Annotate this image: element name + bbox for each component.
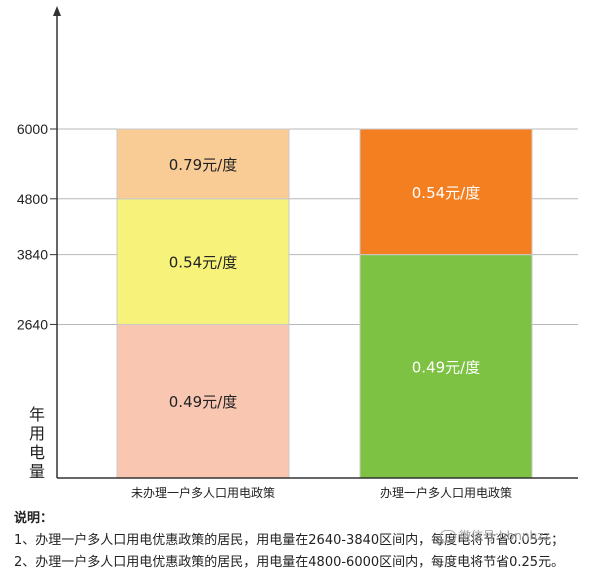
axes <box>53 6 578 479</box>
notes-section: 说明： 1、办理一户多人口用电优惠政策的居民，用电量在2640-3840区间内，… <box>14 508 610 574</box>
segment-price-label: 0.79元/度 <box>169 156 237 174</box>
y-tick-label: 2640 <box>17 316 48 332</box>
segment-price-label: 0.49元/度 <box>169 393 237 411</box>
segment-price-label: 0.49元/度 <box>412 358 480 376</box>
x-category-labels: 未办理一户多人口用电政策 办理一户多人口用电政策 <box>131 485 512 500</box>
y-tick-labels: 2640 3840 4800 6000 <box>17 121 57 332</box>
y-axis-label-char: 电 <box>29 443 45 462</box>
bar-segment <box>116 198 290 325</box>
wechat-icon <box>440 530 456 543</box>
bar-segment <box>116 128 290 200</box>
stacked-bar-chart: 0.49元/度 0.54元/度 0.79元/度 0.49元/度 0.54元/度 2640… <box>17 6 578 500</box>
bars: 0.49元/度 0.54元/度 0.79元/度 0.49元/度 0.54元/度 <box>116 128 533 479</box>
segment-price-label: 0.54元/度 <box>169 254 237 272</box>
y-axis-label-char: 量 <box>29 462 45 481</box>
y-axis-arrow <box>53 6 61 16</box>
watermark: 微信号:hbnnhzz <box>440 527 550 544</box>
segment-price-label: 0.54元/度 <box>412 184 480 202</box>
x-category-label: 办理一户多人口用电政策 <box>380 485 512 500</box>
y-axis-label-char: 用 <box>29 424 45 443</box>
watermark-text: 微信号:hbnnhzz <box>459 529 550 543</box>
bar-segment <box>359 254 533 479</box>
y-axis-label-char: 年 <box>29 405 45 424</box>
y-tick-label: 3840 <box>17 247 48 263</box>
x-category-label: 未办理一户多人口用电政策 <box>131 485 275 500</box>
note-line-1: 1、办理一户多人口用电优惠政策的居民，用电量在2640-3840区间内，每度电将… <box>14 533 565 548</box>
bar-segment <box>359 128 533 256</box>
bar-segment <box>116 323 290 479</box>
notes-heading: 说明： <box>14 511 54 526</box>
y-tick-label: 4800 <box>17 191 48 207</box>
note-line-2: 2、办理一户多人口用电优惠政策的居民，用电量在4800-6000区间内，每度电将… <box>14 555 565 570</box>
y-tick-label: 6000 <box>17 121 48 137</box>
